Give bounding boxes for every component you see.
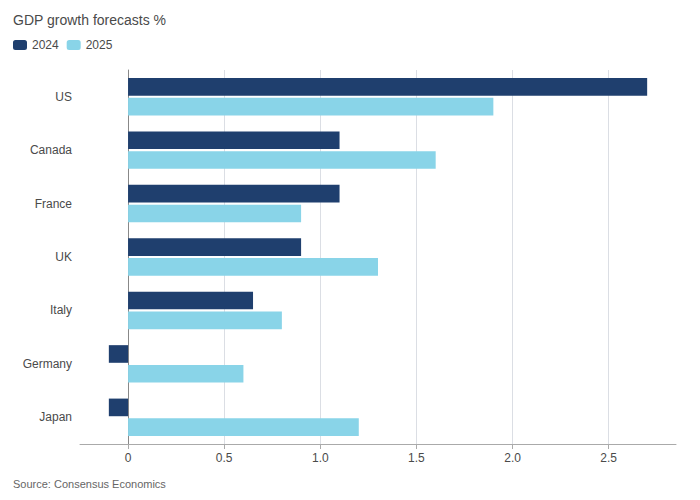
svg-text:0.5: 0.5: [216, 451, 233, 465]
svg-text:Source: Consensus Economics: Source: Consensus Economics: [13, 478, 166, 490]
svg-text:1.0: 1.0: [312, 451, 329, 465]
svg-text:Canada: Canada: [30, 143, 72, 157]
svg-text:2025: 2025: [86, 38, 113, 52]
svg-text:2024: 2024: [32, 38, 59, 52]
svg-text:1.5: 1.5: [408, 451, 425, 465]
svg-text:US: US: [55, 90, 72, 104]
svg-text:2.5: 2.5: [600, 451, 617, 465]
svg-text:Japan: Japan: [39, 410, 72, 424]
svg-text:France: France: [35, 197, 73, 211]
svg-text:0: 0: [125, 451, 132, 465]
svg-text:Germany: Germany: [23, 357, 72, 371]
svg-text:Italy: Italy: [50, 303, 72, 317]
svg-text:GDP growth forecasts %: GDP growth forecasts %: [13, 12, 166, 28]
svg-text:UK: UK: [55, 250, 72, 264]
svg-text:2.0: 2.0: [504, 451, 521, 465]
